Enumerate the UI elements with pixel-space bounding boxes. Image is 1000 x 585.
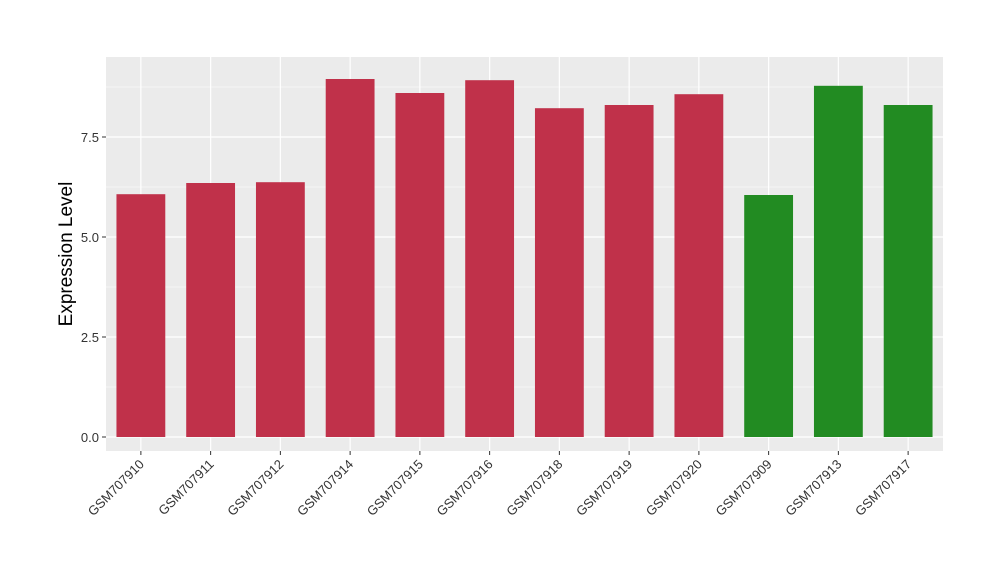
bar (255, 182, 305, 437)
bar (325, 79, 375, 437)
bar (604, 105, 654, 437)
x-tick-label: GSM707917 (852, 457, 914, 519)
bar (534, 108, 584, 437)
y-tick-label: 0.0 (81, 430, 99, 445)
x-tick-label: GSM707916 (434, 457, 496, 519)
bar (883, 105, 933, 437)
plot-panel (106, 57, 943, 451)
y-tick-label: 5.0 (81, 230, 99, 245)
bar (465, 80, 515, 437)
bar (744, 195, 794, 437)
bar (186, 183, 236, 437)
x-tick-label: GSM707915 (364, 457, 426, 519)
y-tick-label: 7.5 (81, 130, 99, 145)
bar (674, 94, 724, 437)
x-tick-label: GSM707910 (85, 457, 147, 519)
x-tick-label: GSM707918 (503, 457, 565, 519)
y-axis-label: Expression Level (56, 182, 77, 327)
x-tick-label: GSM707909 (713, 457, 775, 519)
bar (116, 194, 166, 437)
x-tick-label: GSM707919 (573, 457, 635, 519)
x-tick-label: GSM707912 (224, 457, 286, 519)
x-tick-label: GSM707911 (155, 457, 217, 519)
y-tick-label: 2.5 (81, 330, 99, 345)
x-tick-label: GSM707914 (294, 457, 356, 519)
x-tick-label: GSM707920 (643, 457, 705, 519)
bar (813, 85, 863, 438)
bar (395, 93, 445, 437)
bars (116, 79, 933, 438)
x-tick-label: GSM707913 (782, 457, 844, 519)
